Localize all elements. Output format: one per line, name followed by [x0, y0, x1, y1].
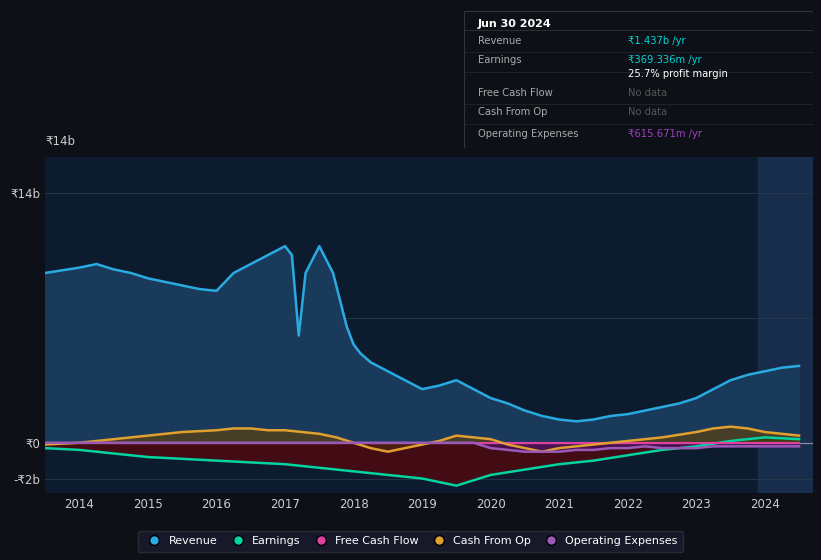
Text: Free Cash Flow: Free Cash Flow [478, 88, 553, 98]
Text: No data: No data [628, 88, 667, 98]
Text: No data: No data [628, 108, 667, 117]
Text: ₹14b: ₹14b [45, 136, 76, 148]
Text: ₹1.437b /yr: ₹1.437b /yr [628, 36, 686, 46]
Text: Cash From Op: Cash From Op [478, 108, 548, 117]
Bar [758, 157, 813, 493]
Text: Operating Expenses: Operating Expenses [478, 129, 578, 139]
Text: Jun 30 2024: Jun 30 2024 [478, 20, 552, 30]
Text: Earnings: Earnings [478, 55, 521, 65]
Legend: Revenue, Earnings, Free Cash Flow, Cash From Op, Operating Expenses: Revenue, Earnings, Free Cash Flow, Cash … [138, 530, 683, 552]
Text: Revenue: Revenue [478, 36, 521, 46]
Text: ₹369.336m /yr: ₹369.336m /yr [628, 55, 701, 65]
Text: ₹615.671m /yr: ₹615.671m /yr [628, 129, 702, 139]
Text: 25.7% profit margin: 25.7% profit margin [628, 69, 727, 79]
